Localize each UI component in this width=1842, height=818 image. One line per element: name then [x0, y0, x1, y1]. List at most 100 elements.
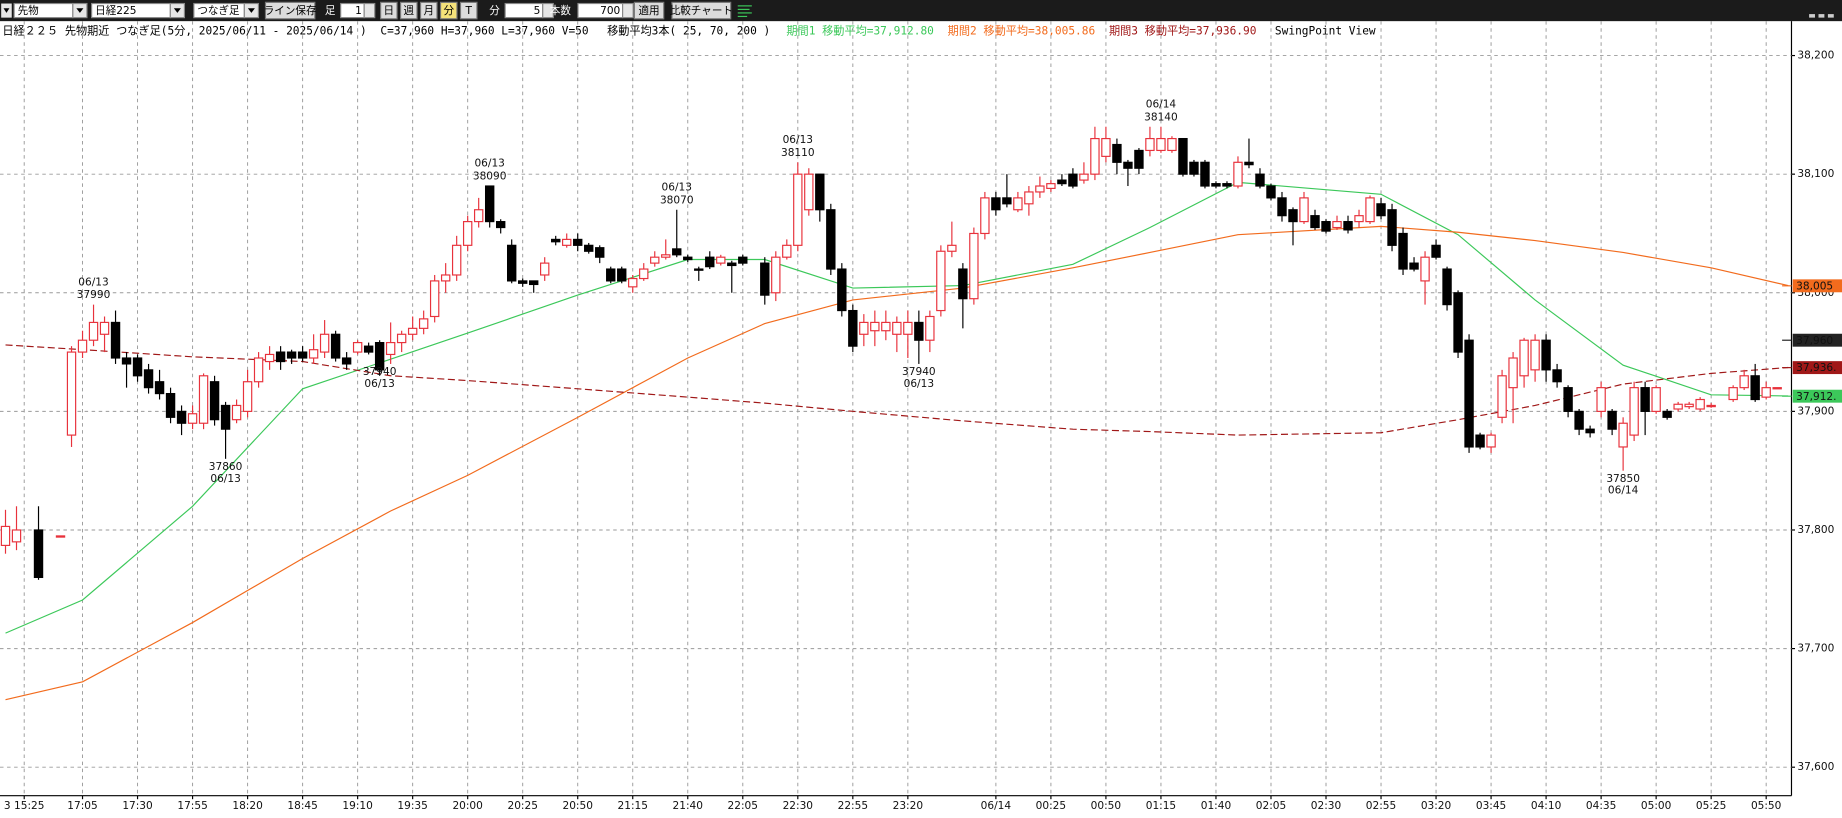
candle-body — [1035, 185, 1045, 193]
candle-body — [1662, 410, 1672, 418]
candle-body — [429, 280, 440, 318]
candle-body — [936, 250, 946, 312]
candle-body — [1585, 428, 1595, 434]
x-tick-label: 05:50 — [1751, 800, 1782, 812]
swing-date: 06/13 — [210, 473, 240, 485]
candle-body — [595, 247, 605, 258]
swing-price: 37940 — [363, 366, 397, 378]
button[interactable] — [439, 1, 458, 20]
candle-body — [969, 232, 979, 300]
x-tick-label: 20:00 — [452, 800, 483, 812]
ma-caption: 移動平均3本( 25, 70, 200 ) — [607, 24, 770, 38]
x-tick-label: 05:25 — [1696, 800, 1726, 812]
candle-body — [980, 197, 990, 235]
spinner[interactable] — [542, 2, 554, 19]
button-label: 分 — [443, 5, 454, 17]
swing-price: 37850 — [1606, 473, 1640, 485]
candle-body — [617, 268, 627, 282]
price-marker-label: 37,960 — [1796, 335, 1833, 347]
swing-price: 37990 — [77, 289, 111, 301]
candle-body — [991, 197, 1001, 211]
input-value: 700 — [600, 5, 620, 17]
candle-body — [1299, 197, 1309, 223]
button-label: 比較チャート — [670, 4, 733, 17]
candle-body — [694, 268, 704, 271]
spinner[interactable] — [363, 2, 376, 19]
button[interactable] — [419, 1, 438, 20]
candle-body — [1596, 387, 1606, 412]
candle-body — [1563, 387, 1573, 412]
candle-body — [154, 381, 165, 395]
x-tick-label: 17:05 — [67, 800, 97, 812]
candle-body — [275, 351, 286, 363]
swing-date: 06/13 — [904, 378, 934, 390]
candle-body — [1420, 256, 1430, 282]
candle-body — [738, 256, 748, 264]
candle-body — [1684, 403, 1694, 408]
ohlc-info: C=37,960 H=37,960 L=37,960 V=50 — [380, 25, 588, 38]
candle-body — [1618, 422, 1628, 448]
x-tick-label: 19:35 — [397, 800, 427, 812]
candle-body — [1343, 221, 1353, 231]
candle-body — [1376, 203, 1386, 217]
y-tick-label: 37,900 — [1797, 405, 1834, 417]
price-marker-label: 37,912. — [1796, 391, 1836, 403]
button[interactable] — [633, 1, 665, 20]
candle-body — [903, 321, 913, 335]
candle-body — [1354, 215, 1364, 223]
x-tick-label: 00:25 — [1036, 800, 1066, 812]
legend-entry: 期間2 移動平均=38,005.86 — [948, 24, 1096, 38]
x-tick-label: 23:20 — [893, 800, 924, 812]
candle-body — [385, 341, 396, 356]
candle-body — [892, 321, 902, 335]
candle-body — [77, 339, 88, 353]
price-marker-label: 38,005 — [1796, 280, 1833, 292]
candle-body — [1453, 292, 1463, 353]
x-tick-label: 03:45 — [1476, 800, 1506, 812]
candle-body — [451, 244, 462, 276]
price-marker-label: 37,936. — [1796, 362, 1836, 374]
candle-body — [11, 529, 22, 543]
select-label: つなぎ足 — [197, 4, 240, 17]
candle-body — [121, 357, 132, 365]
candle-body — [727, 262, 737, 267]
swing-price: 38140 — [1144, 111, 1178, 123]
swing-price: 38110 — [781, 147, 815, 159]
candle-body — [1431, 244, 1441, 258]
candle-body — [1651, 387, 1661, 412]
candle-body — [231, 404, 242, 421]
candle-body — [1761, 387, 1771, 398]
x-tick-label: 00:50 — [1091, 800, 1122, 812]
spinner[interactable] — [622, 2, 634, 19]
candle-body — [683, 256, 693, 261]
x-tick-label: 17:30 — [122, 800, 153, 812]
candle-body — [1057, 179, 1067, 185]
x-tick-label: 20:25 — [507, 800, 537, 812]
candle-body — [418, 318, 429, 329]
button[interactable] — [400, 1, 418, 20]
candle-body — [110, 321, 121, 359]
candle-body — [1673, 403, 1683, 410]
candle-body — [1002, 197, 1012, 205]
candle-body — [1387, 209, 1397, 246]
candle-body — [1134, 149, 1144, 169]
candle-body — [837, 268, 847, 312]
candle-body — [396, 333, 407, 344]
plot-area — [0, 126, 1789, 701]
y-tick-label: 38,100 — [1797, 168, 1834, 180]
candle-body — [1508, 357, 1518, 389]
button[interactable] — [671, 1, 732, 20]
candle-body — [1552, 369, 1562, 383]
button[interactable] — [459, 1, 478, 20]
candle-body — [264, 353, 275, 363]
input-value: 5 — [534, 5, 541, 17]
arrow-icon — [76, 8, 84, 13]
candle-body — [1244, 161, 1254, 166]
candle-body — [88, 321, 99, 341]
candle-body — [198, 375, 209, 424]
button[interactable] — [380, 1, 398, 20]
button[interactable] — [264, 1, 316, 20]
candle-body — [1475, 434, 1485, 448]
legend-entry: 期間3 移動平均=37,936.90 — [1109, 24, 1257, 38]
candle-body — [99, 321, 110, 335]
